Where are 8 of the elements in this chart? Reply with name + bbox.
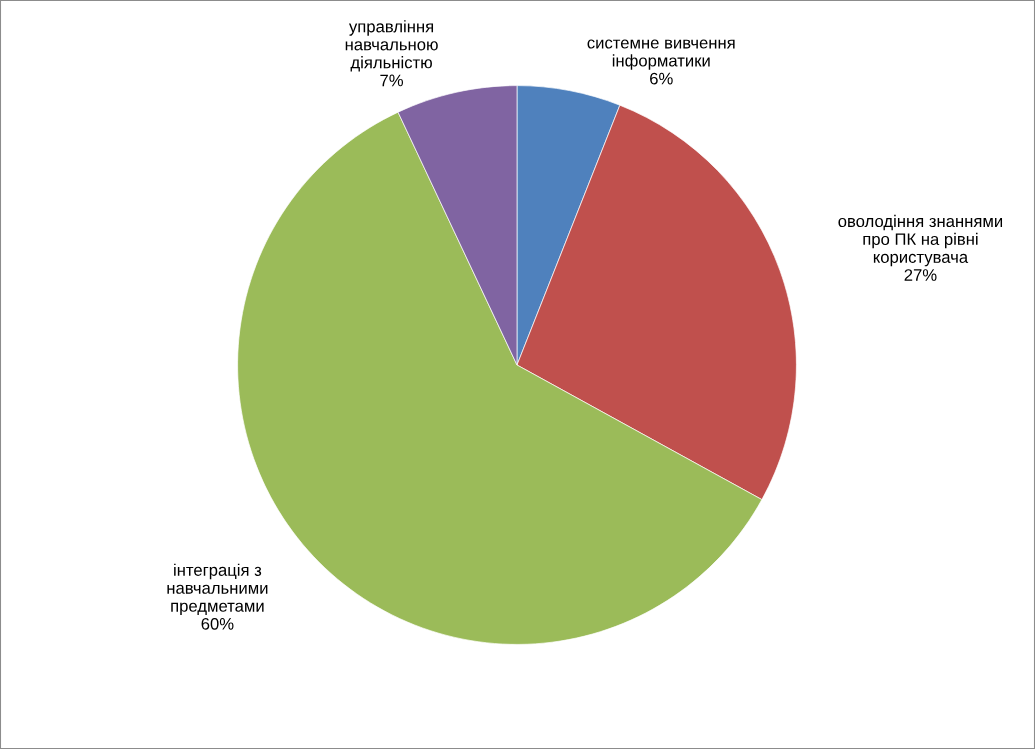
slice-label: управління навчальною діяльністю: [345, 20, 438, 72]
data-label: 7%: [380, 74, 404, 87]
slice-label: інтеграція з навчальними предметами: [167, 563, 268, 616]
slice-label: системне вивчення інформатики: [587, 39, 735, 70]
slice-label: оволодіння знаннями про ПК на рівні користувача: [838, 214, 1003, 267]
data-label: 27%: [904, 269, 937, 281]
data-label: 60%: [201, 617, 234, 630]
data-label: 6%: [650, 72, 673, 85]
